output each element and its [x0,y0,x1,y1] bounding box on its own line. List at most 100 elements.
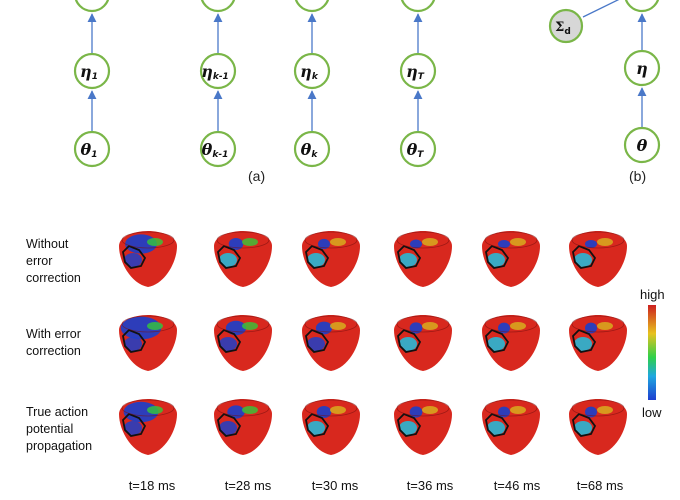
heart-active-region [409,322,423,334]
heart-mid-region [510,238,526,246]
heart-mid-region [147,406,163,414]
graph-a-theta-label: θT [407,140,425,160]
heart-mid-region [510,322,526,330]
graph-a-top-node [294,0,330,13]
heart-mid-region [147,322,163,330]
graph-a-eta-label: ηk-1 [201,62,229,82]
time-label: t=46 ms [493,478,541,493]
graph-a-top-node [400,0,436,13]
heart-active-region [410,239,422,249]
heart-render [482,399,540,455]
heart-lower-region [574,421,592,435]
heart-mid-region [510,406,526,414]
heart-outline-region [305,244,330,269]
heart-lower-region [399,253,417,267]
heart-render [119,399,177,455]
heart-render [214,315,272,371]
graph-a-top-node [200,0,236,13]
heart-render [302,231,360,287]
heart-render [394,399,452,455]
heart-lower-region [399,421,417,435]
heart-mid-region [422,406,438,414]
graph-a-eta-node [293,52,331,90]
heart-rim [304,315,358,333]
graph-a-theta-node [399,130,437,168]
graph-a-theta-label: θ1 [81,140,98,160]
heart-mid-region [597,406,613,414]
heart-lower-region [487,337,505,351]
colorbar-low-label: low [642,405,662,420]
heart-outline-region [397,244,422,269]
heart-outline-region [397,328,422,353]
heart-rim [121,315,175,333]
heart-lower-region [219,337,237,351]
heart-outline-region [485,244,510,269]
heart-rim [216,315,270,333]
graph-a-eta-label: ηk [300,62,319,82]
time-label: t=18 ms [128,478,176,493]
heart-rim [216,231,270,249]
heart-outline-region [305,412,330,437]
heart-outline-region [122,244,147,269]
graph-b-sigma-node [548,8,584,44]
heart-body [482,399,540,455]
heart-rim [304,231,358,249]
heart-rim [121,231,175,249]
heart-active-region [318,238,330,250]
time-label: t=36 ms [406,478,454,493]
graph-a-theta-node [293,130,331,168]
heart-render [214,231,272,287]
heart-body [569,399,627,455]
heart-render [394,315,452,371]
heart-mid-region [422,238,438,246]
heart-render [569,399,627,455]
heart-rim [571,399,625,417]
heart-lower-region [124,337,142,351]
graph-b: η θ Σd [548,0,661,164]
time-label: t=28 ms [224,478,272,493]
graph-b-mid-sym: η [636,59,648,78]
heart-outline-region [217,244,242,269]
heart-body [482,315,540,371]
heart-outline-region [572,328,597,353]
panel-b-label: (b) [629,168,646,184]
heart-body [302,231,360,287]
heart-mid-region [597,238,613,246]
heart-render [302,399,360,455]
heart-rim [571,315,625,333]
heart-lower-region [307,337,325,351]
graph-a-theta-node [73,130,111,168]
graph-a-eta-node [399,52,437,90]
heart-outline-region [485,412,510,437]
heart-render [214,399,272,455]
heart-outline-region [485,328,510,353]
heart-rim [304,399,358,417]
graph-a-eta-label: η1 [80,62,98,82]
heart-lower-region [219,421,237,435]
heart-active-region [585,322,597,334]
heart-body [394,399,452,455]
heart-render [482,231,540,287]
heart-body [569,231,627,287]
heart-body [569,315,627,371]
heart-mid-region [242,406,258,414]
heart-mid-region [242,238,258,246]
heart-render [302,315,360,371]
heart-mid-region [330,322,346,330]
heart-lower-region [487,253,505,267]
heart-body [394,315,452,371]
heart-body [394,231,452,287]
heart-outline-region [217,328,242,353]
graph-b-theta-node [623,126,661,164]
graph-b-edge-sigma [582,0,620,18]
heart-active-region [120,316,162,340]
heart-mid-region [242,322,258,330]
heart-outline-region [397,412,422,437]
graph-b-sigma-sym: Σd [555,20,571,37]
graph-a-theta-label: θk [301,140,319,160]
heart-render [119,231,177,287]
heart-rim [484,231,538,249]
heart-lower-region [487,421,505,435]
graph-b-theta-sym: θ [637,136,648,155]
heart-mid-region [330,238,346,246]
